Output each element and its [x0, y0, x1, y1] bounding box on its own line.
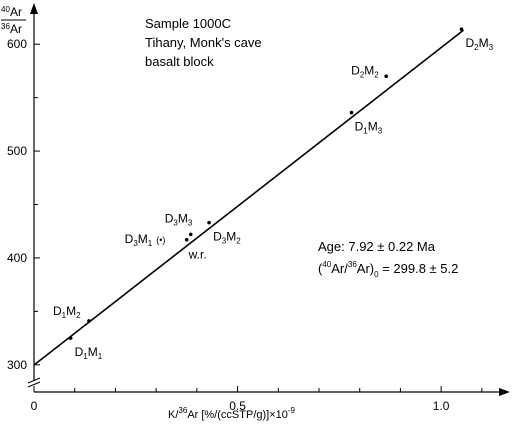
point-label: D1M1: [75, 345, 103, 361]
age-text: Age: 7.92 ± 0.22 Ma: [318, 239, 436, 254]
y-tick-label: 300: [7, 358, 27, 372]
y-label-num-sup: 40: [1, 5, 10, 14]
data-point: [184, 237, 189, 242]
data-point: [207, 220, 211, 225]
x-tick-label: 1.0: [433, 399, 450, 413]
point-label: D3M3: [165, 211, 193, 227]
point-label: D1M2: [53, 304, 81, 320]
sample-info: Sample 1000C Tihany, Monk's cave basalt …: [145, 16, 262, 69]
y-ticks: 300 400 500 600: [7, 37, 40, 372]
y-axis-arrow: [30, 3, 38, 14]
point-label: D3M2: [213, 230, 241, 246]
x-ticks: 0 0.5 1.0: [31, 386, 483, 413]
sample-info-line-3: basalt block: [145, 54, 214, 69]
data-point: [87, 319, 91, 323]
x-axis-label: K/36Ar [%/(ccSTP/g)]×10-9: [168, 406, 296, 421]
data-point: [384, 74, 388, 79]
x-tick-label: 0.5: [229, 399, 246, 413]
x-tick-label: 0: [31, 399, 38, 413]
y-tick-label: 600: [7, 37, 27, 51]
point-label: D1M3: [355, 120, 383, 136]
point-label: D2M3: [466, 36, 494, 52]
initial-ratio-text: (40Ar/36Ar)0 = 299.8 ± 5.2: [318, 260, 458, 279]
y-tick-label: 500: [7, 144, 27, 158]
x-axis-arrow: [499, 388, 510, 396]
sample-info-line-2: Tihany, Monk's cave: [145, 35, 262, 50]
data-point: [188, 232, 193, 237]
data-point: [459, 27, 464, 32]
age-annotation: Age: 7.92 ± 0.22 Ma (40Ar/36Ar)0 = 299.8…: [318, 239, 458, 279]
sample-info-line-1: Sample 1000C: [145, 16, 231, 31]
y-label-den: Ar: [10, 22, 22, 36]
y-label-num: Ar: [10, 5, 22, 19]
y-tick-label: 400: [7, 251, 27, 265]
point-label: w.r.: [188, 248, 207, 262]
y-label-den-sup: 36: [1, 22, 10, 31]
y-axis-label: 40 Ar 36 Ar: [1, 5, 26, 36]
point-label: D3M1 (•): [125, 232, 166, 248]
data-point: [349, 110, 354, 115]
isochron-fit: [33, 29, 465, 366]
data-point: [68, 336, 73, 340]
data-points: D1M1 D1M2 D3M1 (•) D3M3 w.r. D3M2 D1M3 D2M2 D2M3: [53, 27, 494, 361]
isochron-line: [33, 29, 465, 366]
point-label: D2M2: [351, 63, 379, 79]
axis-break: [27, 377, 41, 388]
